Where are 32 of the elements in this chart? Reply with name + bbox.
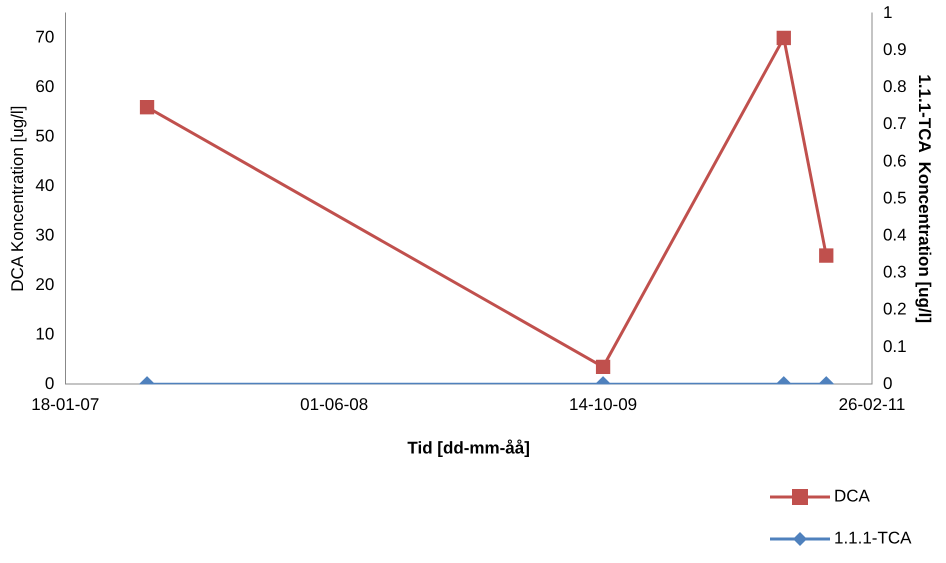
- y2-tick-label: 0.4: [882, 225, 907, 244]
- y-axis-title: DCA Koncentration [ug/l]: [8, 106, 27, 292]
- y2-tick-label: 0.5: [882, 188, 907, 208]
- y2-tick-label: 0.8: [882, 77, 907, 96]
- y-tick-label: 70: [35, 28, 54, 47]
- point: [140, 100, 154, 114]
- x-tick-label: 26-02-11: [838, 395, 906, 414]
- x-tick-label: 18-01-07: [31, 395, 100, 414]
- y-tick-label: 10: [35, 324, 54, 344]
- x-axis-title: Tid [dd-mm-åå]: [407, 438, 530, 458]
- y2-tick-label: 0: [882, 374, 892, 393]
- y2-tick-label: 0.9: [882, 40, 907, 59]
- x-tick-label: 14-10-09: [569, 395, 638, 414]
- point: [776, 30, 791, 46]
- y-tick-label: 40: [35, 176, 54, 196]
- y2-tick-label: 0.3: [882, 262, 907, 282]
- y2-tick-label: 0.1: [882, 336, 907, 356]
- x-tick-label: 01-06-08: [300, 395, 368, 414]
- legend-label: 1.1.1-TCA: [834, 528, 912, 548]
- y2-tick-label: 0.6: [882, 151, 907, 170]
- y2-tick-label: 1: [882, 2, 892, 22]
- y2-tick-label: 0.7: [882, 114, 907, 134]
- y-tick-label: 20: [35, 274, 54, 294]
- y-tick-label: 0: [44, 374, 54, 393]
- y-tick-label: 30: [35, 225, 54, 244]
- y-tick-label: 60: [35, 77, 54, 96]
- y2-axis-title: 1.1.1-TCA Koncentration [ug/l]: [915, 74, 934, 324]
- legend-label: DCA: [834, 486, 871, 506]
- point: [596, 360, 610, 374]
- y-tick-label: 50: [35, 126, 54, 146]
- point: [819, 248, 834, 263]
- y2-tick-label: 0.2: [882, 300, 907, 319]
